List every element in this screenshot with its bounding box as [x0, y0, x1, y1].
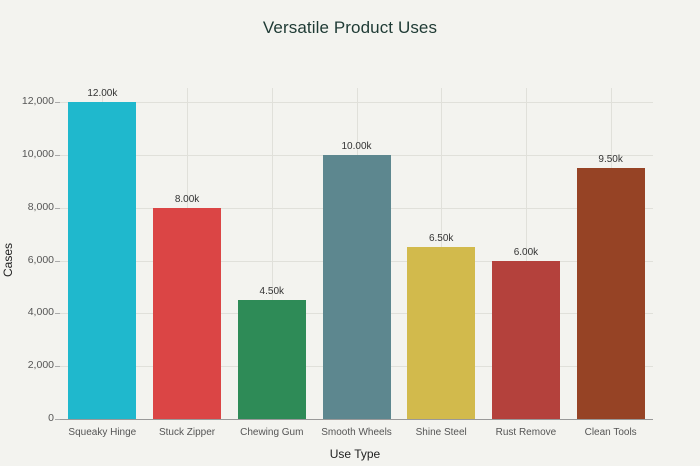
- x-axis-label: Use Type: [329, 447, 381, 461]
- y-tick-label: 0: [48, 412, 54, 424]
- bar-value-label: 10.00k: [341, 140, 372, 152]
- chart-title: Versatile Product Uses: [262, 18, 438, 37]
- bar-value-label: 8.00k: [174, 193, 200, 205]
- y-tick-mark: [55, 260, 60, 262]
- y-tick-label: 2,000: [27, 359, 54, 372]
- y-tick-label: 6,000: [27, 253, 54, 266]
- bar-value-label: 4.50k: [259, 286, 285, 298]
- y-axis-label: Cases: [1, 243, 15, 278]
- bar-value-label: 6.50k: [428, 233, 454, 245]
- bar-value-label: 12.00k: [87, 88, 118, 99]
- bar-clean-tools[interactable]: [576, 168, 645, 419]
- y-tick-mark: [55, 154, 60, 156]
- bar-stuck-zipper[interactable]: [153, 207, 222, 419]
- y-tick-label: 4,000: [27, 306, 54, 319]
- x-tick-label: Shine Steel: [415, 427, 467, 438]
- bar-value-label: 9.50k: [598, 154, 623, 166]
- bar-shine-steel[interactable]: [407, 247, 476, 419]
- y-tick-label: 10,000: [21, 147, 54, 160]
- x-gridline: [525, 88, 527, 419]
- x-gridline: [271, 88, 273, 419]
- y-tick-label: 12,000: [21, 95, 54, 107]
- y-tick-mark: [55, 366, 60, 368]
- y-tick-mark: [55, 313, 60, 315]
- bar-squeaky-hinge[interactable]: [68, 102, 137, 419]
- x-tick-label: Stuck Zipper: [158, 427, 216, 438]
- x-axis-line: [60, 419, 653, 420]
- bar-rust-remove[interactable]: [491, 260, 560, 419]
- x-tick-label: Rust Remove: [495, 427, 557, 438]
- y-tick-label: 8,000: [27, 200, 54, 213]
- x-tick-label: Squeaky Hinge: [68, 427, 137, 438]
- y-tick-mark: [55, 207, 60, 209]
- bar-smooth-wheels[interactable]: [322, 154, 391, 419]
- y-tick-mark: [55, 102, 60, 103]
- bar-value-label: 6.00k: [513, 246, 539, 258]
- x-tick-label: Smooth Wheels: [321, 427, 392, 438]
- bar-chewing-gum[interactable]: [237, 300, 306, 419]
- y-tick-mark: [55, 419, 60, 420]
- x-tick-label: Clean Tools: [584, 427, 637, 438]
- x-tick-label: Chewing Gum: [240, 427, 304, 438]
